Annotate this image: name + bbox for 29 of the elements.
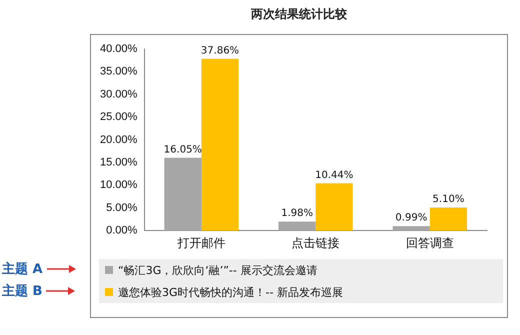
data-label: 16.05% bbox=[164, 144, 202, 156]
bar bbox=[278, 222, 316, 231]
chart-title: 两次结果统计比较 bbox=[250, 6, 348, 23]
y-tick-label: 10.00% bbox=[100, 179, 138, 192]
legend-label: “畅汇3G，欣欣向‘融’”-- 展示交流会邀请 bbox=[118, 262, 318, 278]
data-label: 5.10% bbox=[432, 194, 464, 206]
x-tick-label: 打开邮件 bbox=[176, 236, 226, 250]
bar bbox=[392, 226, 430, 231]
y-tick-label: 40.00% bbox=[100, 43, 138, 56]
y-tick-label: 0.00% bbox=[106, 224, 138, 237]
y-tick-label: 5.00% bbox=[106, 202, 138, 214]
legend-label: 邀您体验3G时代畅快的沟通！-- 新品发布巡展 bbox=[118, 284, 343, 300]
y-tick-label: 20.00% bbox=[100, 134, 138, 146]
data-label: 1.98% bbox=[281, 208, 313, 220]
y-tick-label: 35.00% bbox=[100, 66, 138, 78]
y-tick-label: 30.00% bbox=[100, 88, 138, 100]
x-tick-label: 点击链接 bbox=[292, 236, 340, 250]
data-label: 10.44% bbox=[315, 170, 354, 181]
y-tick-label: 15.00% bbox=[100, 156, 138, 169]
bar bbox=[430, 207, 468, 231]
text: 主题 A bbox=[2, 260, 43, 278]
bar bbox=[201, 58, 239, 231]
x-tick-label: 回答调查 bbox=[406, 236, 454, 250]
bar bbox=[316, 183, 353, 231]
bar bbox=[164, 158, 202, 231]
text: 主题 B bbox=[2, 282, 42, 300]
data-label: 0.99% bbox=[395, 212, 428, 224]
y-tick-label: 25.00% bbox=[100, 111, 138, 124]
data-label: 37.86% bbox=[200, 45, 240, 56]
